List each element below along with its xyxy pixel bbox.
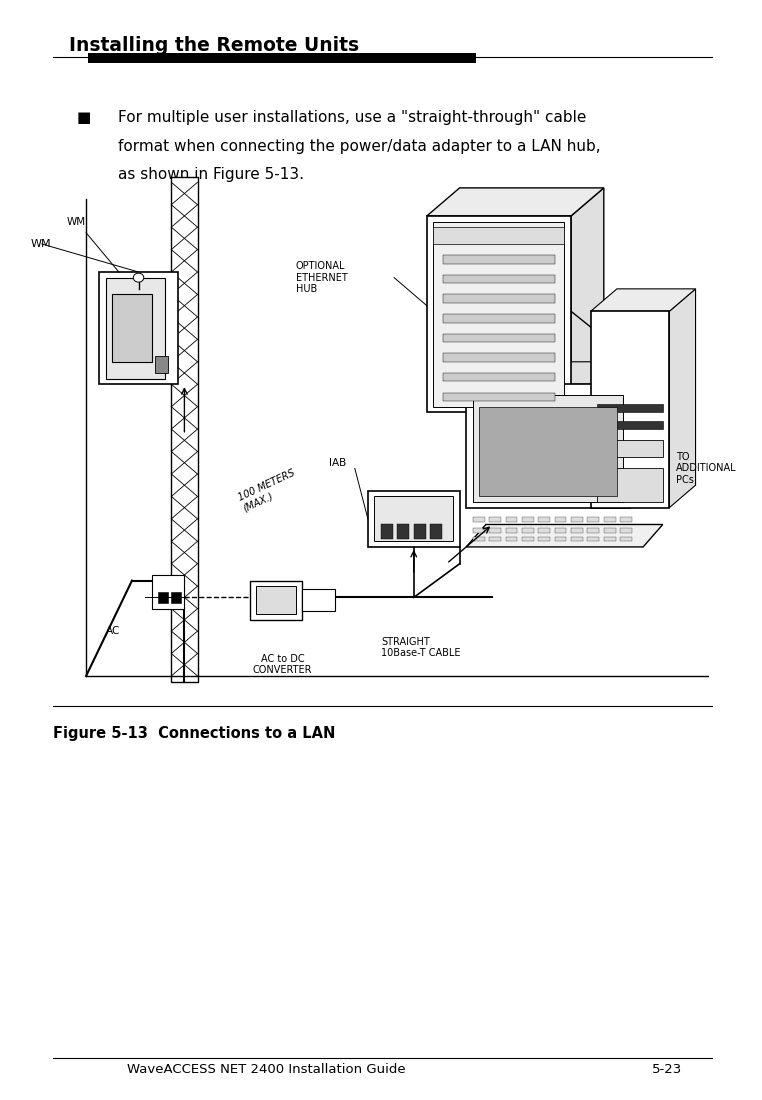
Bar <box>620 517 632 521</box>
Bar <box>489 517 501 521</box>
Bar <box>397 525 409 539</box>
Bar <box>588 537 599 541</box>
Text: ■: ■ <box>76 110 91 125</box>
Bar <box>99 272 178 384</box>
Text: as shown in Figure 5-13.: as shown in Figure 5-13. <box>118 167 304 183</box>
Bar <box>427 216 571 412</box>
Polygon shape <box>466 525 663 547</box>
Bar <box>171 177 197 682</box>
Bar <box>489 528 501 532</box>
Bar <box>443 333 555 342</box>
Bar <box>588 517 599 521</box>
Bar <box>538 517 550 521</box>
Bar <box>522 517 533 521</box>
Bar <box>434 228 565 244</box>
Bar <box>374 496 453 541</box>
Bar <box>538 537 550 541</box>
Bar <box>555 517 566 521</box>
Bar <box>414 525 425 539</box>
Bar <box>604 528 616 532</box>
Bar <box>171 592 181 603</box>
Bar <box>571 537 583 541</box>
Bar <box>443 353 555 362</box>
Bar <box>303 588 335 612</box>
Bar <box>472 528 485 532</box>
Bar <box>597 440 663 458</box>
Text: 100 METERS
(MAX.): 100 METERS (MAX.) <box>237 468 302 514</box>
Bar <box>443 373 555 382</box>
Bar <box>538 528 550 532</box>
Bar <box>505 517 517 521</box>
Bar <box>443 295 555 302</box>
Bar <box>604 517 616 521</box>
Bar <box>479 407 617 496</box>
Bar <box>505 528 517 532</box>
Bar <box>571 517 583 521</box>
Bar <box>604 537 616 541</box>
Polygon shape <box>630 378 656 508</box>
Text: IAB: IAB <box>328 459 346 469</box>
Circle shape <box>133 273 144 282</box>
Bar <box>430 525 442 539</box>
Bar <box>152 575 184 608</box>
Text: WaveACCESS NET 2400 Installation Guide: WaveACCESS NET 2400 Installation Guide <box>127 1063 406 1076</box>
Text: WM: WM <box>30 239 51 249</box>
Bar <box>620 528 632 532</box>
Text: OPTIONAL
ETHERNET
HUB: OPTIONAL ETHERNET HUB <box>296 261 347 294</box>
Bar <box>597 420 663 429</box>
Text: Installing the Remote Units: Installing the Remote Units <box>69 36 359 55</box>
Text: WM: WM <box>66 217 85 228</box>
Bar <box>522 528 533 532</box>
Polygon shape <box>591 289 696 311</box>
Polygon shape <box>466 362 656 384</box>
Bar <box>112 295 152 362</box>
Bar <box>158 592 168 603</box>
Text: Figure 5-13  Connections to a LAN: Figure 5-13 Connections to a LAN <box>53 726 336 741</box>
Bar <box>443 393 555 402</box>
Polygon shape <box>427 188 604 216</box>
Bar <box>155 356 168 373</box>
Bar <box>588 528 599 532</box>
Bar <box>106 277 165 378</box>
Bar <box>443 255 555 264</box>
Bar <box>257 586 296 614</box>
Text: STRAIGHT
10Base-T CABLE: STRAIGHT 10Base-T CABLE <box>381 637 460 658</box>
Text: 5-23: 5-23 <box>652 1063 682 1076</box>
Bar <box>434 221 565 407</box>
Bar <box>472 537 485 541</box>
Bar <box>555 537 566 541</box>
Bar <box>620 537 632 541</box>
Text: format when connecting the power/data adapter to a LAN hub,: format when connecting the power/data ad… <box>118 139 600 154</box>
Bar <box>555 528 566 532</box>
Text: AC: AC <box>106 626 120 636</box>
Bar <box>472 395 623 502</box>
Text: TO
ADDITIONAL
PCs: TO ADDITIONAL PCs <box>676 452 737 485</box>
Bar <box>489 537 501 541</box>
Polygon shape <box>669 289 696 508</box>
Bar <box>505 537 517 541</box>
Bar <box>597 469 663 502</box>
Bar <box>443 275 555 283</box>
Bar <box>443 315 555 322</box>
Bar <box>571 528 583 532</box>
FancyBboxPatch shape <box>88 53 476 63</box>
Bar <box>472 517 485 521</box>
Bar <box>466 384 630 508</box>
Bar <box>381 525 392 539</box>
Bar <box>250 581 303 620</box>
Bar <box>597 404 663 412</box>
Bar <box>522 537 533 541</box>
Bar <box>591 311 669 508</box>
Text: AC to DC
CONVERTER: AC to DC CONVERTER <box>253 653 312 675</box>
Polygon shape <box>571 188 604 412</box>
Bar <box>368 491 459 547</box>
Text: For multiple user installations, use a "straight-through" cable: For multiple user installations, use a "… <box>118 110 587 125</box>
